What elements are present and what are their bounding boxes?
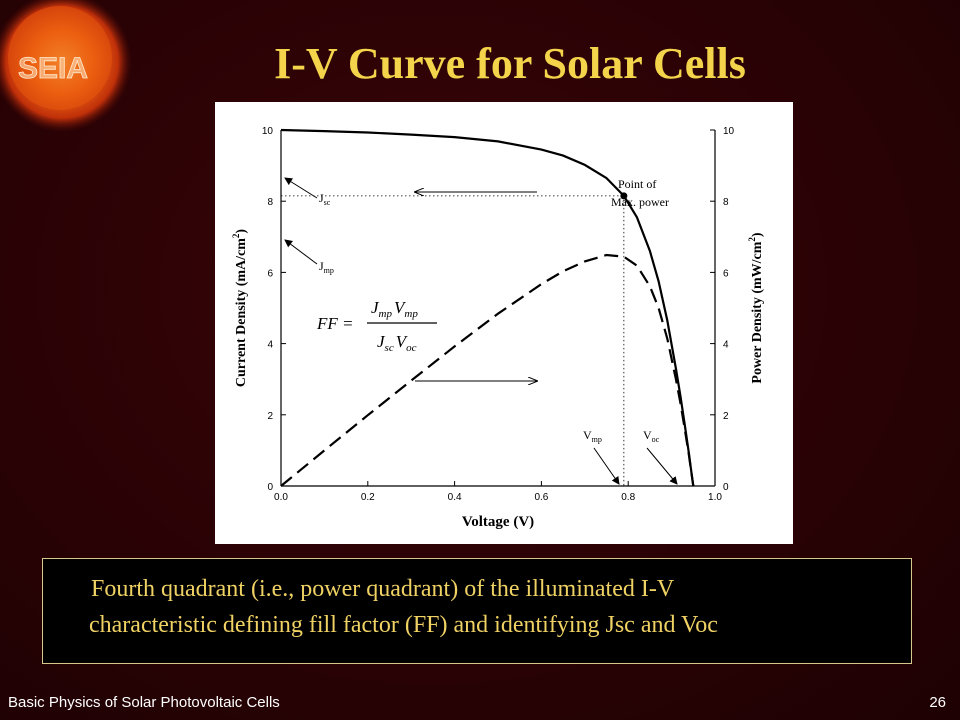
x-tick-label: 0.2 [361,492,375,503]
power-density-curve [280,253,695,487]
caption-box: Fourth quadrant (i.e., power quadrant) o… [42,558,912,664]
slide-number: 26 [929,694,946,711]
y-left-tick-label: 2 [267,411,273,422]
jmp-label: Jmp [319,259,334,275]
x-tick-label: 0.4 [448,492,462,503]
y-left-tick-label: 8 [267,197,273,208]
ff-denominator: Jsc Voc [377,332,417,354]
caption-line-1: Fourth quadrant (i.e., power quadrant) o… [91,576,675,602]
jmp-pointer [284,239,318,265]
x-axis-label: Voltage (V) [462,514,534,530]
fill-factor-formula: FF = Jmp Vmp Jsc Voc [316,298,437,354]
ff-lhs: FF = [316,314,354,333]
y-axis-left-label: Current Density (mA/cm2) [231,229,249,388]
voc-label: Voc [643,428,660,444]
y-right-tick-label: 0 [723,482,729,493]
x-tick-label: 0.6 [534,492,548,503]
y-left-tick-label: 0 [267,482,273,493]
jsc-label: Jsc [319,191,331,207]
iv-curve-figure: 0.0 0.2 0.4 0.6 0.8 1.0 0 2 4 6 8 10 0 2 4 6 8 10 Jsc [215,102,793,544]
y-right-tick-label: 2 [723,411,729,422]
y-right-tick-label: 10 [723,126,735,137]
max-power-label-line2: Max. power [611,195,669,209]
caption-line-2: characteristic defining fill factor (FF)… [89,612,718,638]
y-axis-right-label: Power Density (mW/cm2) [747,232,765,384]
max-power-point [620,192,628,200]
vmp-pointer [593,447,620,485]
seia-logo: SEIA [0,0,132,132]
y-left-tick-label: 6 [267,268,273,279]
logo-text: SEIA [18,52,88,85]
vmp-label: Vmp [583,428,602,444]
voc-pointer [646,447,678,485]
slide-title: I-V Curve for Solar Cells [274,39,746,88]
y-left-tick-label: 4 [267,340,273,351]
footer-title: Basic Physics of Solar Photovoltaic Cell… [8,694,280,711]
x-tick-label: 0.0 [274,492,288,503]
y-right-tick-label: 4 [723,340,729,351]
y-right-tick-label: 8 [723,197,729,208]
max-power-label-line1: Point of [618,177,656,191]
x-tick-label: 1.0 [708,492,722,503]
jsc-pointer [284,177,318,199]
x-tick-label: 0.8 [621,492,635,503]
ff-numerator: Jmp Vmp [371,298,418,320]
y-right-tick-label: 6 [723,268,729,279]
y-left-tick-label: 10 [262,126,274,137]
